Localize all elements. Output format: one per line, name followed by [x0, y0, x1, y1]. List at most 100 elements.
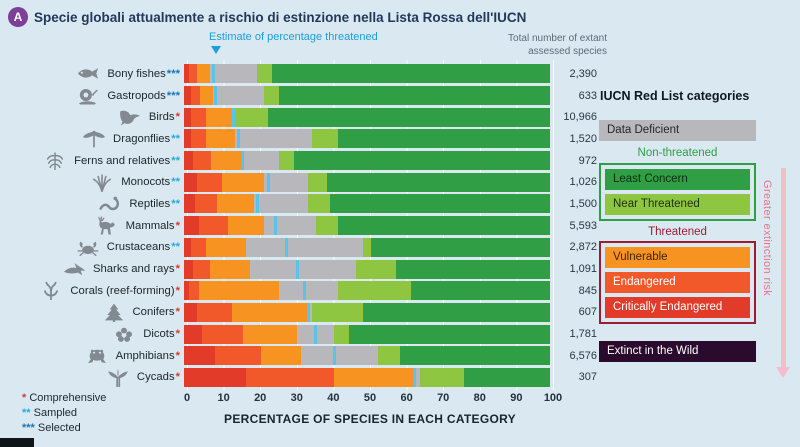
segment-critically_endangered: [184, 107, 192, 127]
segment-endangered: [198, 216, 228, 236]
footnotes: * Comprehensive ** Sampled *** Selected: [22, 391, 106, 436]
stacked-bar: [184, 281, 550, 301]
threat-estimate-marker: [237, 129, 241, 149]
segment-vulnerable: [205, 237, 247, 257]
row-label-cell: Mammals*: [0, 216, 184, 235]
total-species-count: 5,593: [569, 219, 597, 232]
segment-endangered: [191, 107, 206, 127]
legend-least-concern: Least Concern: [605, 169, 750, 190]
chart-row: Crustaceans** 2,872: [0, 237, 604, 259]
stacked-bar: [184, 151, 550, 171]
segment-near_threatened: [315, 216, 338, 236]
footnote-asterisk: ***: [22, 422, 35, 434]
total-species-count: 1,520: [569, 132, 597, 145]
species-label: Bony fishes***: [107, 67, 180, 80]
x-tick-label: 30: [290, 392, 303, 404]
risk-arrow-line: [781, 168, 786, 368]
segment-endangered: [193, 259, 210, 279]
species-label: Amphibians*: [115, 349, 180, 362]
row-label-cell: Gastropods***: [0, 86, 184, 105]
segment-endangered: [193, 151, 212, 171]
assessment-asterisks: *: [175, 111, 180, 124]
segment-critically_endangered: [184, 151, 194, 171]
estimate-marker-triangle-icon: [211, 46, 221, 54]
panel-a-badge: A: [8, 7, 28, 27]
segment-least_concern: [399, 346, 550, 366]
segment-near_threatened: [420, 367, 464, 387]
segment-data_deficient: [246, 237, 364, 257]
segment-endangered: [194, 194, 217, 214]
segment-critically_endangered: [184, 367, 247, 387]
crab-icon: [74, 238, 102, 257]
chart-row: Gastropods*** 633: [0, 85, 604, 107]
total-species-count: 1,500: [569, 197, 597, 210]
assessment-asterisks: **: [171, 154, 180, 167]
x-tick-label: 80: [473, 392, 486, 404]
chart-row: Dragonflies** 1,520: [0, 128, 604, 150]
species-label: Monocots**: [121, 176, 180, 189]
segment-vulnerable: [231, 302, 309, 322]
row-label-cell: Cycads*: [0, 368, 184, 387]
stacked-bar: [184, 259, 550, 279]
segment-data_deficient: [213, 86, 265, 106]
estimate-threatened-label: Estimate of percentage threatened: [209, 31, 378, 43]
chart-row: Mammals* 5,593: [0, 215, 604, 237]
segment-endangered: [189, 281, 199, 301]
segment-vulnerable: [260, 346, 302, 366]
chart-row: Amphibians* 6,576: [0, 345, 604, 367]
footnote: *** Selected: [22, 422, 81, 434]
total-species-count: 972: [578, 154, 597, 167]
segment-endangered: [246, 367, 335, 387]
threat-estimate-marker: [231, 107, 235, 127]
species-label: Ferns and relatives**: [74, 154, 180, 167]
segment-near_threatened: [312, 302, 364, 322]
segment-near_threatened: [264, 86, 280, 106]
total-species-count: 1,781: [569, 328, 597, 341]
stacked-bar: [184, 129, 550, 149]
row-label-cell: Amphibians*: [0, 346, 184, 365]
species-label: Cycads*: [136, 371, 180, 384]
footnote-asterisk: **: [22, 407, 31, 419]
segment-data_deficient: [414, 367, 421, 387]
stacked-bar: [184, 107, 550, 127]
threat-estimate-marker: [413, 367, 417, 387]
total-species-count: 607: [578, 306, 597, 319]
chart-row: Cycads* 307: [0, 367, 604, 389]
legend-data-deficient: Data Deficient: [599, 120, 756, 141]
assessment-asterisks: ***: [166, 67, 180, 80]
chart-row: Ferns and relatives** 972: [0, 150, 604, 172]
segment-endangered: [189, 64, 197, 84]
chart-row: Birds* 10,966: [0, 106, 604, 128]
segment-vulnerable: [211, 151, 243, 171]
species-label: Sharks and rays*: [92, 263, 180, 276]
segment-vulnerable: [205, 129, 236, 149]
total-species-count: 6,576: [569, 349, 597, 362]
total-species-count: 1,026: [569, 176, 597, 189]
coral-icon: [37, 281, 65, 301]
stacked-bar: [184, 64, 550, 84]
stacked-bar: [184, 367, 550, 387]
segment-critically_endangered: [184, 86, 192, 106]
threat-estimate-marker: [295, 259, 299, 279]
segment-endangered: [196, 302, 232, 322]
stacked-bar: [184, 216, 550, 236]
legend-non-threatened-box: Least Concern Near Threatened: [599, 163, 756, 221]
threat-estimate-marker: [211, 64, 215, 84]
segment-vulnerable: [209, 259, 250, 279]
species-label: Dragonflies**: [113, 132, 180, 145]
segment-critically_endangered: [184, 172, 197, 192]
species-label: Gastropods***: [107, 89, 180, 102]
assessment-asterisks: *: [175, 263, 180, 276]
footnote: * Comprehensive: [22, 392, 107, 404]
segment-data_deficient: [253, 194, 309, 214]
assessment-asterisks: ***: [166, 89, 180, 102]
stacked-bar: [184, 237, 550, 257]
legend-threatened-label: Threatened: [648, 226, 707, 238]
segment-data_deficient: [264, 172, 309, 192]
assessment-asterisks: *: [175, 371, 180, 384]
greater-extinction-risk-label: Greater extinction risk: [761, 180, 773, 297]
segment-vulnerable: [216, 194, 254, 214]
segment-critically_endangered: [184, 194, 195, 214]
assessment-asterisks: **: [171, 241, 180, 254]
row-label-cell: Dicots*: [0, 325, 184, 344]
